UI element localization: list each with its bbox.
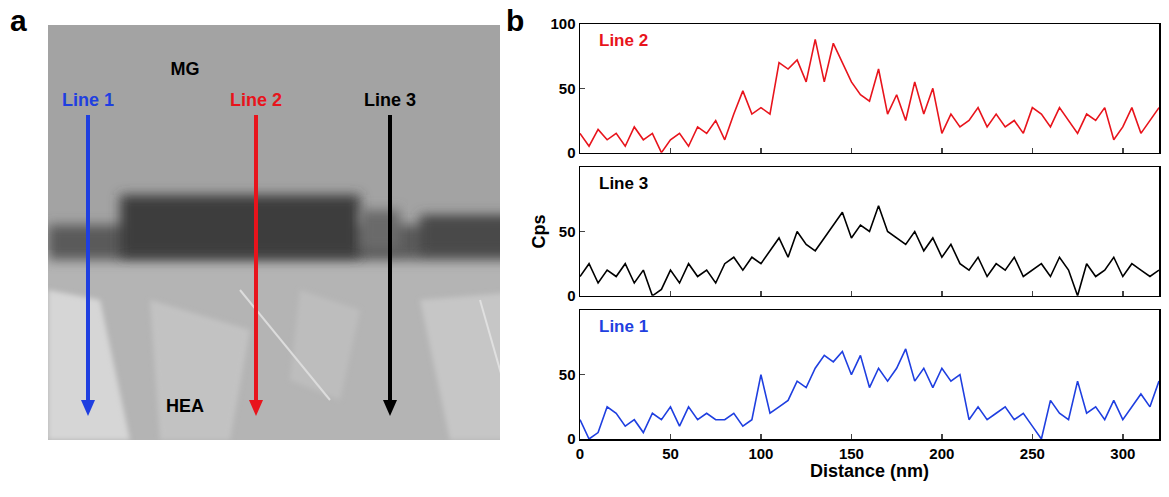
svg-text:150: 150	[839, 445, 864, 462]
svg-text:Cps: Cps	[529, 214, 549, 248]
svg-text:Distance (nm): Distance (nm)	[810, 462, 929, 482]
svg-text:50: 50	[662, 445, 679, 462]
svg-text:200: 200	[929, 445, 954, 462]
svg-text:Line 2: Line 2	[230, 90, 282, 110]
svg-text:HEA: HEA	[166, 396, 204, 416]
svg-text:Line 3: Line 3	[599, 174, 648, 193]
svg-text:100: 100	[748, 445, 773, 462]
svg-text:Line 2: Line 2	[599, 31, 648, 50]
svg-text:Line 1: Line 1	[599, 317, 648, 336]
svg-text:100: 100	[550, 15, 575, 32]
html-text:b: b	[506, 4, 525, 37]
svg-text:50: 50	[559, 80, 576, 97]
svg-text:50: 50	[559, 366, 576, 383]
svg-text:MG: MG	[171, 59, 200, 79]
svg-text:0: 0	[567, 287, 575, 304]
svg-text:250: 250	[1020, 445, 1045, 462]
svg-text:0: 0	[567, 144, 575, 161]
html-text:a: a	[10, 4, 27, 37]
svg-text:50: 50	[559, 223, 576, 240]
svg-text:Line 1: Line 1	[62, 90, 114, 110]
svg-text:Line 3: Line 3	[364, 90, 416, 110]
svg-text:0: 0	[567, 430, 575, 447]
svg-text:300: 300	[1110, 445, 1135, 462]
svg-text:0: 0	[576, 445, 584, 462]
